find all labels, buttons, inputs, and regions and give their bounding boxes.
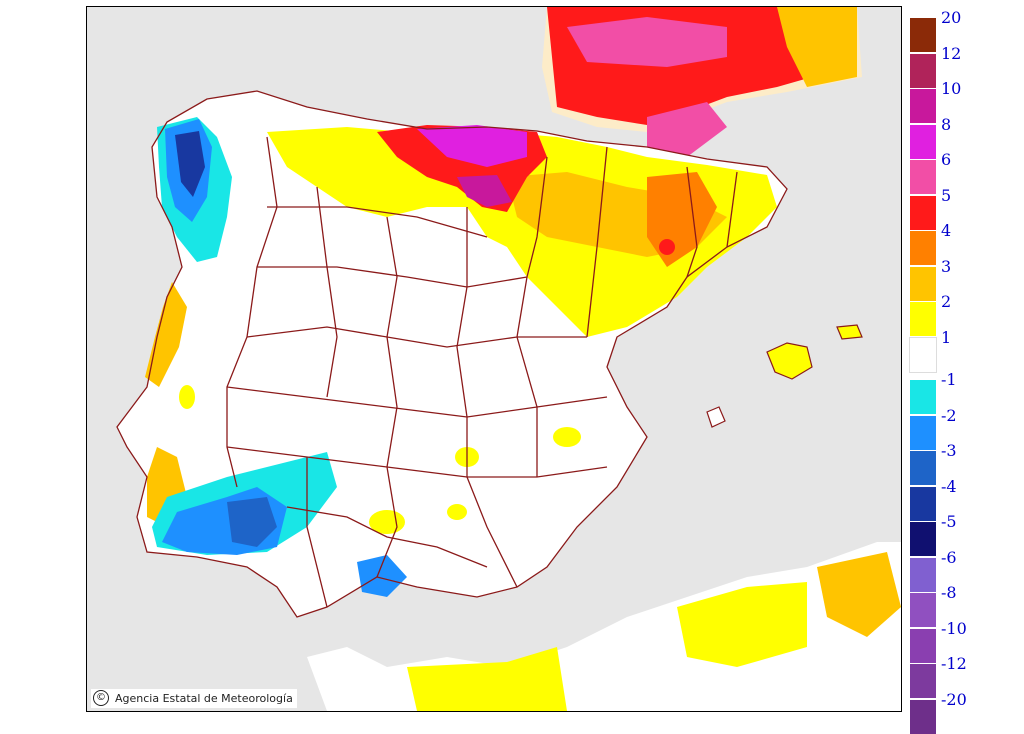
mallorca [766,342,813,380]
interior-patch-3 [553,427,581,447]
interior-patch-5 [179,385,195,409]
legend-swatch-pos-1 [910,53,936,88]
credit-text: Agencia Estatal de Meteorología [115,691,293,705]
legend-swatch-neg-5 [910,557,936,592]
legend-label-neg-5: -6 [941,547,957,567]
legend-label-pos-1: 12 [941,43,962,63]
france-anomaly-pink [567,17,727,67]
legend-label-pos-2: 10 [941,79,962,98]
legend-swatch-neg-1 [910,415,936,450]
legend-label-neg-3: -4 [941,476,957,496]
legend-swatch-pos-4 [910,160,936,194]
legend-swatch-pos-5 [910,195,936,230]
color-legend: 20 12 10 8 6 5 4 3 2 1 -1 -2 -3 -4 -5 -6 -8 -10 -12 -20 [909,10,1020,734]
legend-label-neg-7: -10 [941,618,967,638]
malaga-anomaly [357,555,407,597]
legend-swatch-neg-9 [910,699,936,734]
map-canvas [87,7,901,711]
legend-label-neg-8: -12 [941,654,967,673]
region-borders [116,90,788,618]
africa-anomaly-orange [817,552,901,637]
legend-label-neg-1: -2 [941,405,957,425]
anomaly-map: © Agencia Estatal de Meteorología aemet [86,6,902,712]
legend-swatch-neg-2 [910,451,936,485]
africa-anomaly-yellow [407,647,567,711]
legend-label-pos-9: 1 [941,327,952,347]
legend-label-pos-8: 2 [941,292,952,311]
legend-label-neg-9: -20 [941,689,967,709]
legend-swatch-neg-0 [910,380,936,414]
legend-swatch-pos-6 [910,231,936,265]
legend-swatch-neg-7 [910,628,936,663]
copyright-icon: © [93,690,109,706]
navarra-anomaly [457,175,512,207]
menorca [836,324,863,340]
legend-label-neg-4: -5 [941,512,957,531]
legend-label-neg-6: -8 [941,583,957,602]
interior-patch-4 [447,504,467,520]
legend-label-pos-5: 5 [941,185,952,205]
andalucia-anomaly-deep [227,497,277,547]
basque-anomaly-magenta [417,125,527,167]
legend-swatch-pos-7 [910,266,936,301]
credit-label: © Agencia Estatal de Meteorología [91,689,297,708]
legend-swatch-pos-9 [909,336,937,373]
legend-label-neg-2: -3 [941,441,957,460]
legend-label-pos-0: 20 [941,8,962,27]
aemet-logo: aemet [804,677,895,705]
portugal-coast-anomaly [145,282,187,387]
legend-swatch-neg-3 [910,486,936,521]
legend-swatch-pos-2 [910,89,936,123]
ibiza [706,406,726,428]
legend-label-pos-6: 4 [941,221,952,240]
catalonia-hotspot [659,239,675,255]
legend-swatch-neg-6 [910,593,936,627]
legend-label-pos-7: 3 [941,256,952,276]
legend-swatch-pos-0 [910,18,936,52]
legend-swatch-neg-4 [910,522,936,556]
legend-label-pos-3: 8 [941,114,952,134]
legend-swatch-pos-8 [910,302,936,336]
galicia-anomaly-dark [175,131,205,197]
france-anomaly-pink-2 [647,102,727,157]
legend-label-neg-0: -1 [941,370,957,389]
africa-anomaly-yellow-2 [677,582,807,667]
france-anomaly-orange [777,7,857,87]
legend-swatch-neg-8 [910,664,936,698]
legend-label-pos-4: 6 [941,150,952,169]
legend-swatch-pos-3 [910,124,936,159]
